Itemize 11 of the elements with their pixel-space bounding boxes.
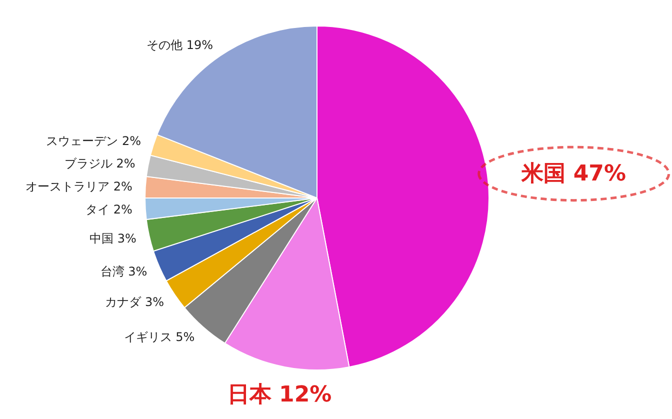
slice-label: 米国 47% (520, 162, 626, 187)
slice-label: スウェーデン 2% (46, 134, 142, 148)
slice-label: カナダ 3% (105, 294, 164, 309)
slice-label: 台湾 3% (100, 264, 148, 278)
slice-label: ブラジル 2% (64, 156, 136, 170)
slice-label: 日本 12% (227, 382, 332, 408)
slice-label: その他 19% (146, 38, 214, 52)
slice-label: 中国 3% (90, 231, 136, 246)
slice-label: イギリス 5% (124, 330, 195, 344)
slice-label: オーストラリア 2% (26, 179, 132, 194)
slice-label: タイ 2% (86, 202, 132, 217)
